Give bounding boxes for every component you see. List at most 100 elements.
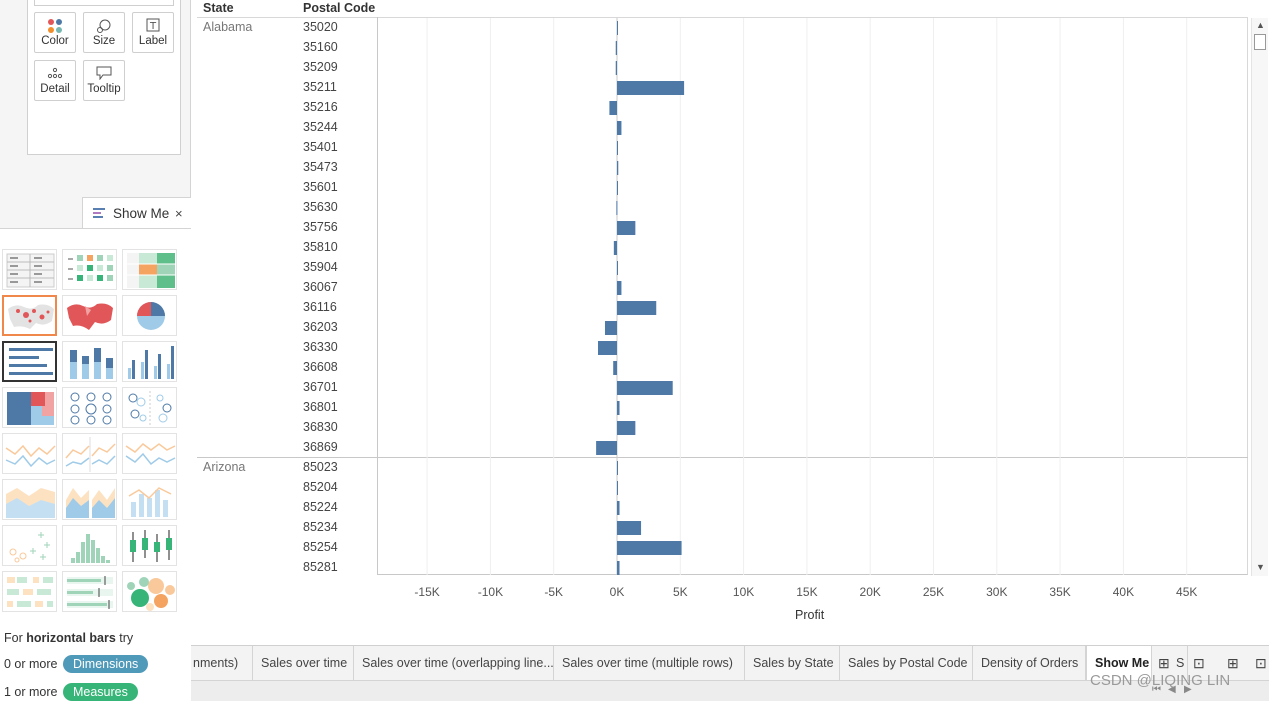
profit-bar[interactable] xyxy=(617,221,636,235)
postal-code-label[interactable]: 35211 xyxy=(303,80,337,94)
postal-code-label[interactable]: 35904 xyxy=(303,260,338,274)
postal-code-label[interactable]: 35216 xyxy=(303,100,338,114)
area-discrete-tile[interactable] xyxy=(62,479,117,520)
heat-map-tile[interactable] xyxy=(62,249,117,290)
profit-bar[interactable] xyxy=(613,241,617,255)
postal-code-label[interactable]: 35601 xyxy=(303,180,338,194)
sheet-tab-sales-by-postal[interactable]: Sales by Postal Code xyxy=(840,646,973,681)
sheet-tab-sales-multiple-rows[interactable]: Sales over time (multiple rows) xyxy=(554,646,745,681)
label-button[interactable]: T Label xyxy=(132,12,174,53)
area-continuous-tile[interactable] xyxy=(2,479,57,520)
first-sheet-icon[interactable]: ⏮ xyxy=(1152,684,1161,695)
postal-code-label[interactable]: 35756 xyxy=(303,220,338,234)
continuous-lines-tile[interactable] xyxy=(2,433,57,474)
text-table-chart-tile[interactable] xyxy=(2,249,57,290)
new-story-icon[interactable]: ⊡ xyxy=(1255,655,1267,671)
profit-bar[interactable] xyxy=(617,301,657,315)
profit-bar[interactable] xyxy=(609,101,617,115)
postal-code-label[interactable]: 85234 xyxy=(303,520,338,534)
new-worksheet-icon[interactable]: ⊡ xyxy=(1193,655,1205,671)
postal-code-label[interactable]: 36801 xyxy=(303,400,338,414)
postal-code-label[interactable]: 35244 xyxy=(303,120,338,134)
tooltip-button[interactable]: Tooltip xyxy=(83,60,125,101)
profit-bar[interactable] xyxy=(616,201,618,215)
bullet-graph-tile[interactable] xyxy=(62,571,117,612)
postal-code-label[interactable]: 35810 xyxy=(303,240,338,254)
mark-type-dropdown[interactable] xyxy=(34,0,174,6)
sheet-tab-partial[interactable]: nments) xyxy=(191,646,253,681)
profit-bar[interactable] xyxy=(617,21,618,35)
profit-bar[interactable] xyxy=(615,61,617,75)
postal-code-label[interactable]: 36830 xyxy=(303,420,338,434)
postal-code-label[interactable]: 85254 xyxy=(303,540,338,554)
profit-bar[interactable] xyxy=(617,401,620,415)
postal-code-label[interactable]: 85204 xyxy=(303,480,338,494)
sheet-tab-sales-overlapping[interactable]: Sales over time (overlapping line... xyxy=(354,646,554,681)
gantt-chart-tile[interactable] xyxy=(2,571,57,612)
sheet-tab-sales-by-state[interactable]: Sales by State xyxy=(745,646,840,681)
postal-code-label[interactable]: 36067 xyxy=(303,280,338,294)
discrete-lines-tile[interactable] xyxy=(62,433,117,474)
horizontal-bars-tile[interactable] xyxy=(2,341,57,382)
profit-bar[interactable] xyxy=(617,261,618,275)
circle-views-tile[interactable] xyxy=(62,387,117,428)
profit-bar[interactable] xyxy=(617,561,620,575)
treemap-tile[interactable] xyxy=(2,387,57,428)
postal-code-label[interactable]: 85281 xyxy=(303,560,338,574)
sheet-tab-sales-over-time[interactable]: Sales over time xyxy=(253,646,354,681)
scroll-down-icon[interactable]: ▼ xyxy=(1256,562,1265,572)
close-icon[interactable]: × xyxy=(175,206,183,221)
postal-code-label[interactable]: 35020 xyxy=(303,20,338,34)
profit-bar[interactable] xyxy=(617,521,642,535)
postal-code-label[interactable]: 36869 xyxy=(303,440,338,454)
postal-code-label[interactable]: 35630 xyxy=(303,200,338,214)
postal-code-label[interactable]: 85224 xyxy=(303,500,338,514)
profit-bar[interactable] xyxy=(617,421,636,435)
vertical-scrollbar[interactable]: ▲ ▼ xyxy=(1251,18,1268,576)
postal-code-label[interactable]: 36203 xyxy=(303,320,338,334)
pie-chart-tile[interactable] xyxy=(122,295,177,336)
packed-bubbles-tile[interactable] xyxy=(122,571,177,612)
profit-bar[interactable] xyxy=(617,381,673,395)
postal-code-label[interactable]: 36608 xyxy=(303,360,338,374)
scatter-plot-tile[interactable] xyxy=(2,525,57,566)
stacked-bars-tile[interactable] xyxy=(62,341,117,382)
profit-bar[interactable] xyxy=(617,121,622,135)
sheet-tab-density[interactable]: Density of Orders xyxy=(973,646,1086,681)
profit-bar[interactable] xyxy=(596,441,617,455)
profit-bar[interactable] xyxy=(617,181,618,195)
detail-button[interactable]: Detail xyxy=(34,60,76,101)
prev-sheet-icon[interactable]: ◀ xyxy=(1168,684,1176,695)
postal-code-label[interactable]: 36330 xyxy=(303,340,338,354)
side-by-side-circles-tile[interactable] xyxy=(122,387,177,428)
postal-code-label[interactable]: 85023 xyxy=(303,460,338,474)
profit-bar[interactable] xyxy=(617,81,685,95)
filled-map-tile[interactable] xyxy=(62,295,117,336)
postal-code-label[interactable]: 35209 xyxy=(303,60,338,74)
scroll-up-icon[interactable]: ▲ xyxy=(1256,20,1265,30)
postal-code-label[interactable]: 36116 xyxy=(303,300,337,314)
histogram-tile[interactable] xyxy=(62,525,117,566)
side-by-side-bars-tile[interactable] xyxy=(122,341,177,382)
profit-bar[interactable] xyxy=(617,281,622,295)
profit-bar[interactable] xyxy=(617,161,619,175)
state-label[interactable]: Arizona xyxy=(203,460,246,474)
profit-bar[interactable] xyxy=(604,321,617,335)
state-label[interactable]: Alabama xyxy=(203,20,253,34)
scroll-thumb[interactable] xyxy=(1254,34,1266,50)
postal-code-label[interactable]: 35401 xyxy=(303,140,338,154)
profit-bar[interactable] xyxy=(617,461,618,475)
postal-code-column-header[interactable]: Postal Code xyxy=(303,1,376,15)
sheet-tab-show-me[interactable]: Show Me xyxy=(1086,646,1152,681)
sheet-tab-dashboard-partial[interactable]: S xyxy=(1152,646,1188,681)
dual-combination-tile[interactable] xyxy=(122,479,177,520)
color-button[interactable]: Color xyxy=(34,12,76,53)
profit-bar[interactable] xyxy=(598,341,617,355)
box-whisker-tile[interactable] xyxy=(122,525,177,566)
symbol-map-tile[interactable] xyxy=(2,295,57,336)
profit-bar[interactable] xyxy=(615,41,617,55)
state-column-header[interactable]: State xyxy=(203,1,234,15)
postal-code-label[interactable]: 36701 xyxy=(303,380,338,394)
next-sheet-icon[interactable]: ▶ xyxy=(1184,684,1192,695)
profit-bar[interactable] xyxy=(617,541,682,555)
